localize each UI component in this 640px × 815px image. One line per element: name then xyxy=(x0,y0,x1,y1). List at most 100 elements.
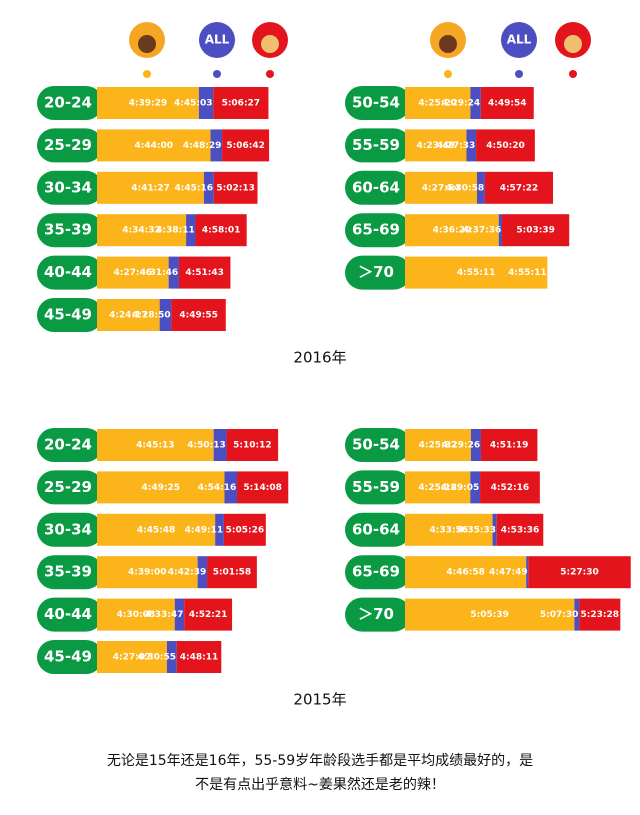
footer-text: 不是有点出乎意料~姜果然还是老的辣！ xyxy=(195,776,445,793)
all-icon xyxy=(199,22,235,58)
time-bar xyxy=(166,641,177,673)
time-label: 5:06:27 xyxy=(222,99,261,109)
time-label: 4:58:01 xyxy=(202,226,241,236)
icon-face xyxy=(138,35,156,53)
time-label: 5:14:08 xyxy=(243,483,282,493)
age-label: 50-54 xyxy=(352,436,400,454)
time-bar xyxy=(213,87,269,119)
age-label: 30-34 xyxy=(44,520,92,538)
time-bar xyxy=(470,429,481,461)
all-label: ALL xyxy=(507,33,532,47)
time-bar xyxy=(574,598,580,631)
time-bar xyxy=(203,171,214,204)
time-label: 4:50:13 xyxy=(187,441,226,451)
time-label: 5:06:42 xyxy=(226,141,265,151)
time-bar xyxy=(213,429,227,461)
time-label: 4:49:55 xyxy=(179,311,218,321)
time-label: 4:55:11 xyxy=(457,268,496,278)
age-label: 35-39 xyxy=(44,563,92,581)
time-bar xyxy=(476,171,485,204)
footer-text: 无论是15年还是16年，55-59岁年龄段选手都是平均成绩最好的，是 xyxy=(107,753,533,769)
time-bar xyxy=(405,87,471,119)
age-pill xyxy=(345,512,411,547)
age-pill xyxy=(345,597,411,632)
year-label: 2015年 xyxy=(293,691,346,709)
age-label: 25-29 xyxy=(44,478,92,496)
time-bar xyxy=(492,513,497,546)
time-label: 4:27:07 xyxy=(113,653,152,663)
age-pill xyxy=(37,170,103,205)
age-label: 65-69 xyxy=(352,563,400,581)
time-bar xyxy=(97,214,187,247)
time-bar xyxy=(224,471,238,504)
time-bar xyxy=(215,513,224,546)
time-bar xyxy=(502,214,570,247)
time-label: 4:25:32 xyxy=(419,441,458,451)
age-pill xyxy=(345,170,411,205)
time-label: 4:55:11 xyxy=(508,268,547,278)
time-bar xyxy=(496,513,544,546)
time-bar xyxy=(184,598,233,631)
time-label: 5:05:26 xyxy=(226,525,265,535)
time-bar xyxy=(159,299,172,331)
time-label: 4:49:25 xyxy=(141,483,180,493)
time-label: 5:05:39 xyxy=(470,610,509,620)
time-bar xyxy=(484,171,554,204)
age-label: 45-49 xyxy=(44,648,92,666)
time-bar xyxy=(480,87,534,119)
time-bar xyxy=(97,598,175,631)
time-label: 4:29:24 xyxy=(442,99,481,109)
time-label: 4:29:05 xyxy=(441,483,480,493)
age-label: 55-59 xyxy=(352,478,400,496)
age-pill xyxy=(345,213,411,248)
time-bar xyxy=(405,129,467,162)
time-bar xyxy=(97,299,160,331)
time-label: 4:44:00 xyxy=(135,141,174,151)
age-pill xyxy=(345,255,411,290)
time-label: 4:51:19 xyxy=(490,441,529,451)
time-label: 4:45:03 xyxy=(174,99,213,109)
time-label: 4:27:33 xyxy=(437,141,476,151)
time-label: 4:45:48 xyxy=(137,525,176,535)
legend-right: ALL xyxy=(430,22,591,78)
time-label: 4:50:20 xyxy=(486,141,525,151)
age-pill xyxy=(345,555,411,590)
time-label: 4:25:18 xyxy=(418,483,457,493)
time-label: 5:02:13 xyxy=(216,183,255,193)
time-label: 5:03:39 xyxy=(516,226,555,236)
year-label: 2016年 xyxy=(293,349,346,367)
age-label: 20-24 xyxy=(44,436,92,454)
time-bar xyxy=(526,556,529,589)
time-bar xyxy=(171,299,226,331)
age-label: 45-49 xyxy=(44,306,92,324)
time-bar xyxy=(480,471,540,504)
time-bar xyxy=(168,256,179,289)
age-pill xyxy=(37,512,103,547)
time-label: 4:42:39 xyxy=(168,568,207,578)
age-label: 50-54 xyxy=(352,94,400,112)
time-bar xyxy=(197,556,208,589)
time-bar xyxy=(213,171,258,204)
time-label: 5:23:28 xyxy=(580,610,619,620)
time-label: 4:33:56 xyxy=(430,525,469,535)
time-bar xyxy=(405,214,499,247)
age-label: 40-44 xyxy=(44,263,92,281)
time-label: 4:28:50 xyxy=(132,311,171,321)
time-bar xyxy=(198,87,214,119)
age-label: 20-24 xyxy=(44,94,92,112)
time-label: 4:27:54 xyxy=(422,183,461,193)
age-pill xyxy=(37,640,103,674)
time-bar xyxy=(176,641,222,673)
time-bar xyxy=(97,171,204,204)
time-label: 4:52:16 xyxy=(491,483,530,493)
dot xyxy=(213,70,221,78)
time-label: 4:29:26 xyxy=(442,441,481,451)
age-label: 65-69 xyxy=(352,221,400,239)
time-bar xyxy=(222,129,270,162)
time-bar xyxy=(476,129,535,162)
time-label: 4:30:58 xyxy=(446,183,485,193)
time-label: 4:33:47 xyxy=(145,610,184,620)
time-bar xyxy=(405,513,493,546)
time-label: 4:23:49 xyxy=(416,141,455,151)
